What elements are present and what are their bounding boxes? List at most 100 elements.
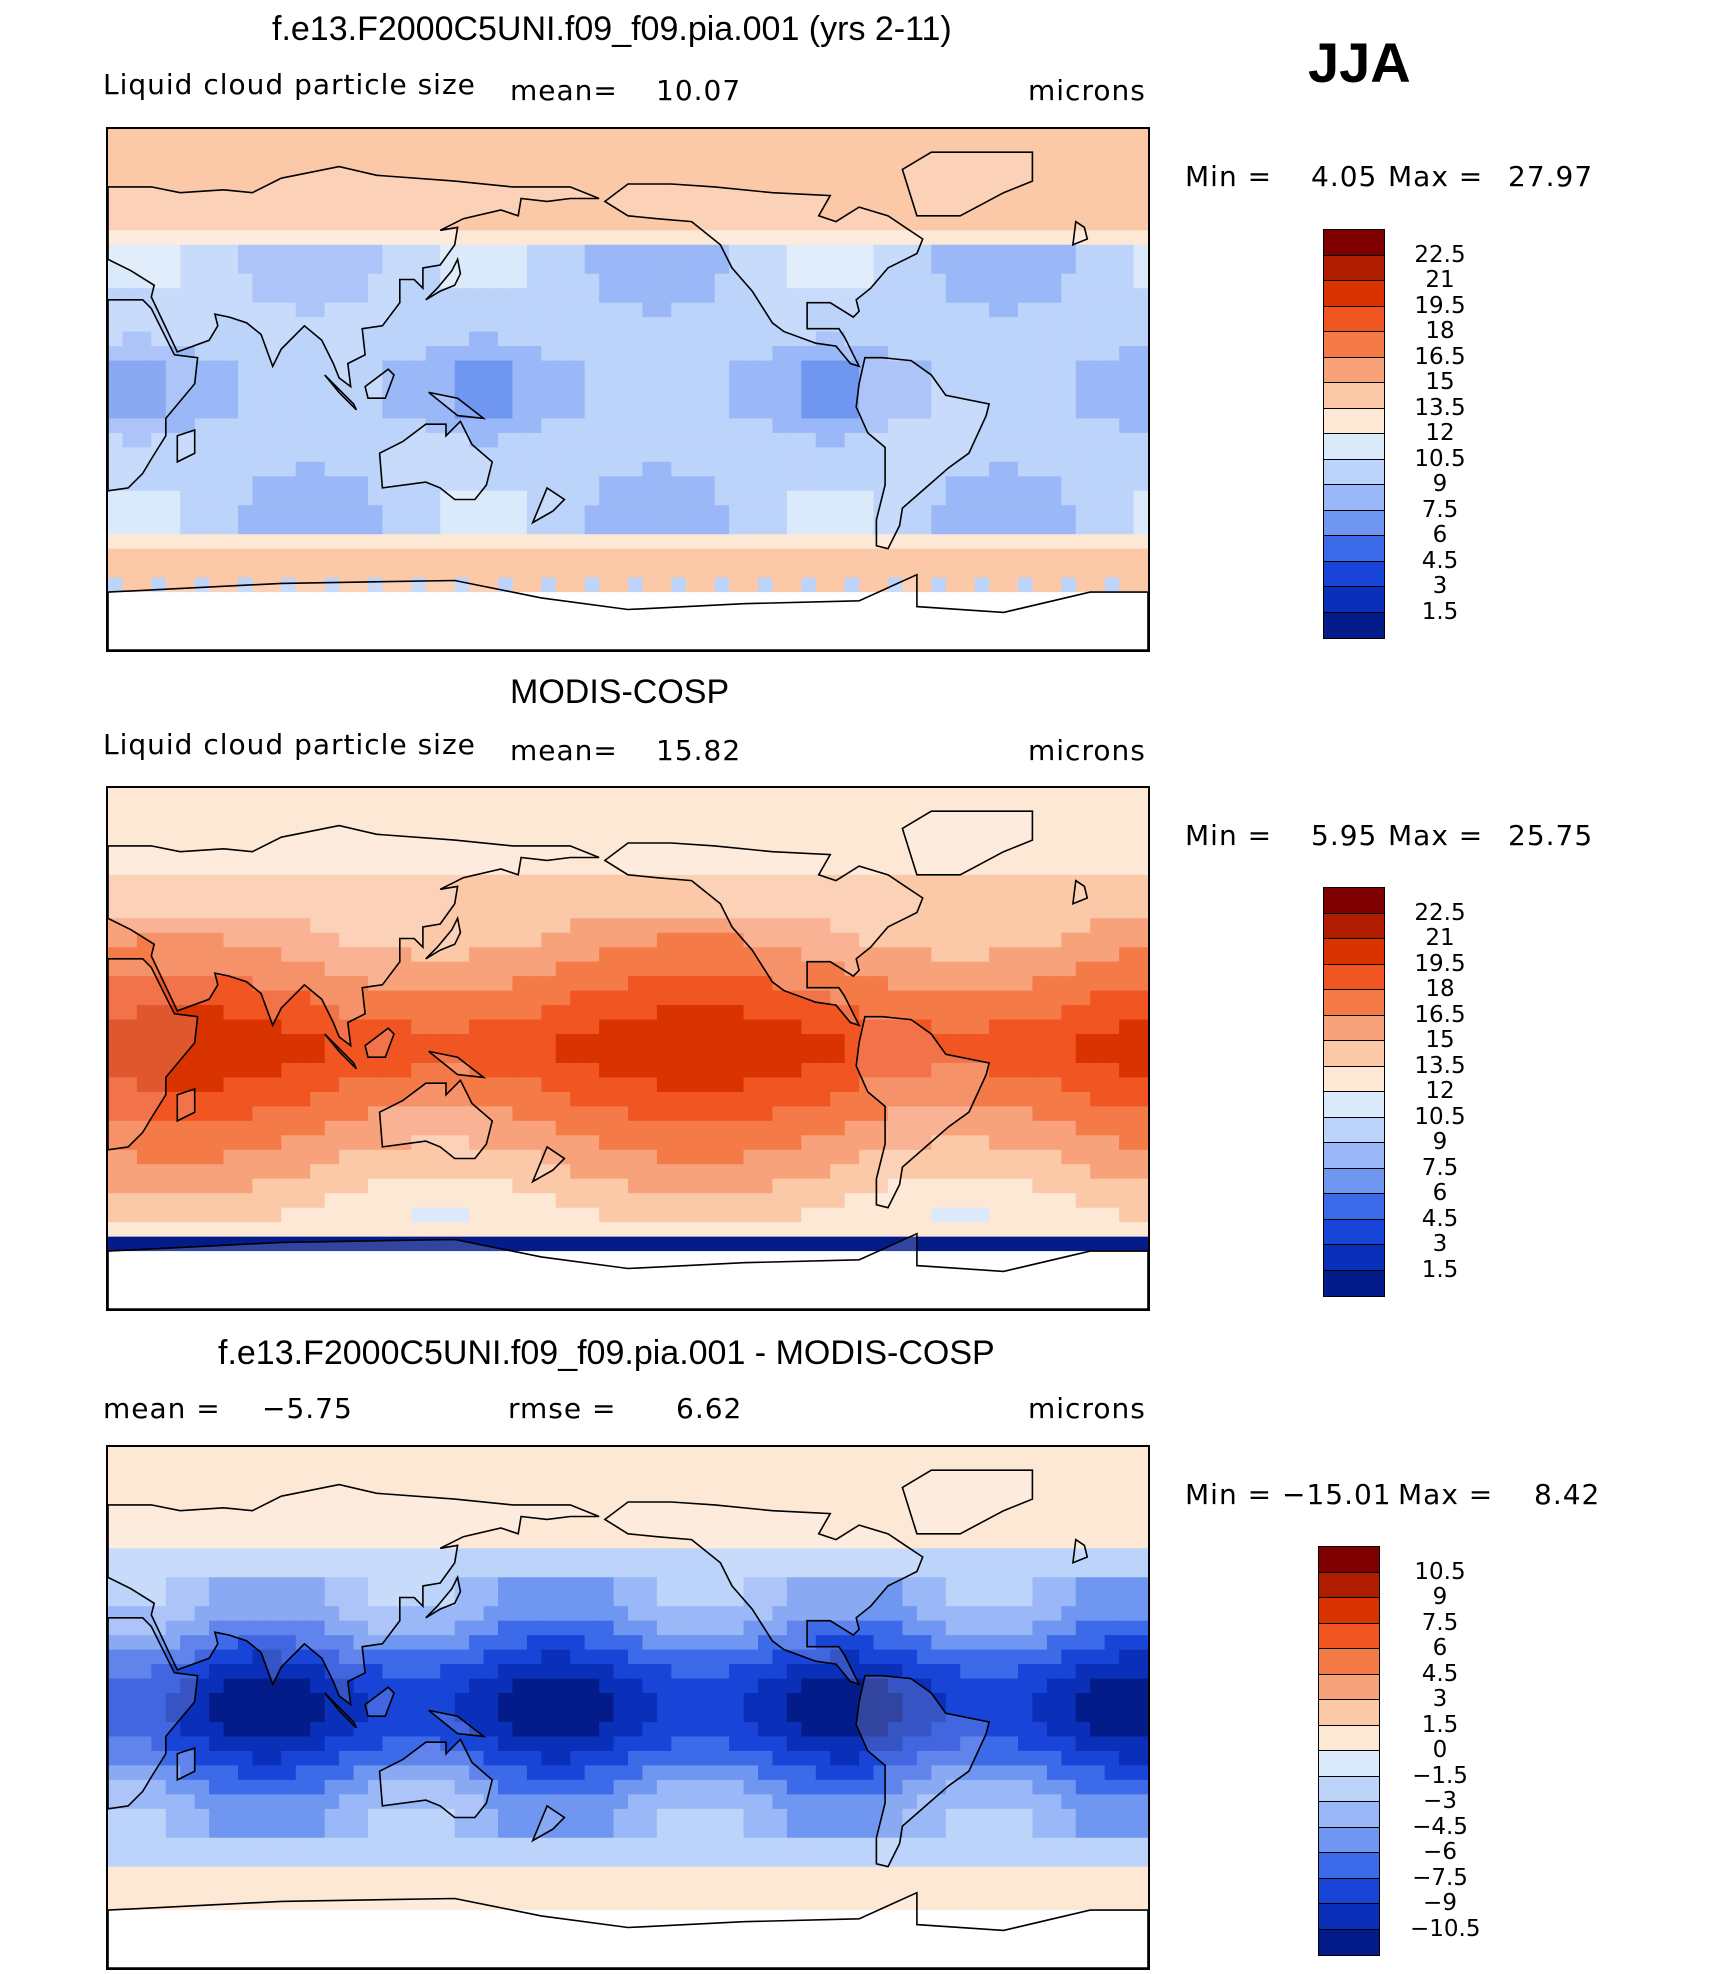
field-cell: [743, 288, 759, 304]
field-cell: [295, 476, 311, 492]
field-cell: [786, 918, 802, 934]
field-cell: [541, 932, 557, 948]
field-cell: [498, 360, 514, 376]
field-cell: [1032, 1048, 1048, 1064]
field-cell: [541, 947, 557, 963]
field-cell: [656, 1178, 672, 1194]
field-cell: [498, 1077, 514, 1093]
field-cell: [1119, 346, 1135, 362]
field-cell: [888, 288, 904, 304]
field-cell: [945, 461, 961, 477]
field-cell: [108, 346, 124, 362]
field-cell: [295, 845, 311, 861]
field-cell: [613, 1222, 629, 1238]
field-cell: [339, 519, 355, 535]
field-cell: [931, 172, 947, 188]
field-cell: [859, 1222, 875, 1238]
field-cell: [425, 1178, 441, 1194]
field-cell: [989, 1135, 1005, 1151]
field-cell: [1061, 244, 1077, 260]
field-cell: [815, 606, 831, 622]
field-cell: [642, 1236, 658, 1252]
field-cell: [1032, 157, 1048, 174]
field-cell: [801, 621, 817, 637]
field-cell: [1075, 461, 1091, 477]
field-cell: [916, 592, 932, 608]
field-cell: [411, 903, 427, 919]
field-cell: [483, 621, 499, 637]
field-cell: [888, 635, 904, 650]
field-cell: [599, 947, 615, 963]
field-cell: [223, 635, 239, 650]
field-cell: [339, 961, 355, 977]
field-cell: [483, 273, 499, 289]
field-cell: [396, 1019, 412, 1035]
stat-label-model: mean=: [510, 74, 618, 107]
field-cell: [1075, 1091, 1091, 1107]
field-cell: [295, 360, 311, 376]
field-cell: [830, 143, 846, 159]
field-cell: [411, 889, 427, 905]
field-cell: [411, 592, 427, 608]
field-cell: [122, 1091, 138, 1107]
field-cell: [584, 1135, 600, 1151]
field-cell: [743, 201, 759, 217]
field-cell: [729, 1222, 745, 1238]
field-cell: [223, 788, 239, 804]
field-cell: [974, 129, 990, 145]
field-cell: [353, 1019, 369, 1035]
field-cell: [194, 1077, 210, 1093]
field-cell: [1104, 548, 1120, 564]
field-cell: [382, 1048, 398, 1064]
field-cell: [989, 389, 1005, 405]
field-cell: [786, 172, 802, 188]
field-cell: [555, 889, 571, 905]
field-cell: [1090, 831, 1106, 847]
field-cell: [916, 505, 932, 521]
field-cell: [310, 1106, 326, 1122]
field-cell: [1119, 490, 1135, 506]
field-cell: [1018, 1236, 1034, 1252]
field-cell: [396, 1178, 412, 1194]
field-cell: [656, 1149, 672, 1165]
field-cell: [469, 592, 485, 608]
field-cell: [671, 1120, 687, 1136]
field-cell: [411, 976, 427, 992]
field-cell: [685, 918, 701, 934]
field-cell: [512, 259, 528, 275]
field-cell: [1119, 317, 1135, 333]
field-cell: [223, 918, 239, 934]
field-cell: [613, 461, 629, 477]
field-cell: [859, 802, 875, 818]
field-cell: [801, 389, 817, 405]
field-cell: [396, 360, 412, 376]
field-cell: [1119, 1034, 1135, 1050]
field-cell: [729, 230, 745, 246]
field-cell: [989, 259, 1005, 275]
field-cell: [700, 592, 716, 608]
field-cell: [310, 802, 326, 818]
field-cell: [729, 288, 745, 304]
field-cell: [989, 215, 1005, 231]
field-cell: [916, 1077, 932, 1093]
field-cell: [396, 860, 412, 876]
field-cell: [165, 947, 181, 963]
field-cell: [1133, 1106, 1148, 1122]
field-cell: [1119, 505, 1135, 521]
field-cell: [1003, 129, 1019, 145]
field-cell: [844, 831, 860, 847]
field-cell: [512, 1178, 528, 1194]
field-cell: [1104, 230, 1120, 246]
field-cell: [194, 519, 210, 535]
field-cell: [469, 201, 485, 217]
field-cell: [151, 1120, 167, 1136]
field-cell: [151, 990, 167, 1006]
field-cell: [801, 1120, 817, 1136]
field-cell: [1133, 548, 1148, 564]
field-cell: [425, 1062, 441, 1079]
field-cell: [570, 230, 586, 246]
field-cell: [815, 903, 831, 919]
field-cell: [180, 1019, 196, 1035]
field-cell: [801, 606, 817, 622]
field-cell: [425, 845, 441, 861]
